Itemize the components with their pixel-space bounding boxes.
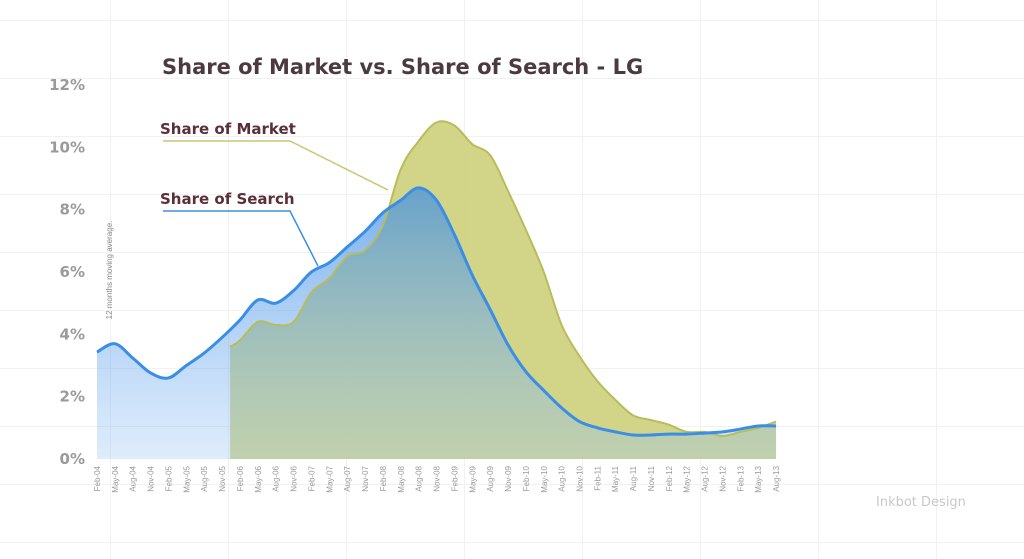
market-leader-line bbox=[163, 140, 389, 191]
x-tick-label: May-09 bbox=[468, 465, 477, 492]
chart-title: Share of Market vs. Share of Search - LG bbox=[162, 55, 643, 79]
x-tick-label: May-11 bbox=[611, 465, 620, 492]
x-tick-label: Aug-11 bbox=[629, 465, 638, 491]
x-tick-label: Aug-09 bbox=[486, 465, 495, 491]
legend-share-of-search: Share of Search bbox=[160, 190, 295, 208]
y-axis-label: 12 months moving average. bbox=[105, 221, 114, 320]
x-tick-label: May-10 bbox=[540, 465, 549, 492]
y-tick-label: 0% bbox=[60, 450, 85, 468]
share-of-market-line bbox=[229, 120, 777, 437]
x-tick-label: Feb-11 bbox=[593, 465, 602, 490]
x-tick-label: Aug-05 bbox=[200, 465, 209, 491]
x-tick-label: Aug-04 bbox=[129, 465, 138, 491]
x-tick-label: Nov-08 bbox=[433, 465, 442, 491]
x-tick-label: Feb-08 bbox=[379, 465, 388, 491]
x-tick-label: Feb-09 bbox=[450, 465, 459, 491]
x-tick-label: Feb-05 bbox=[164, 465, 173, 491]
y-tick-label: 8% bbox=[60, 201, 85, 219]
y-tick-label: 6% bbox=[60, 263, 85, 281]
x-tick-label: Nov-10 bbox=[575, 465, 584, 491]
x-tick-label: May-05 bbox=[182, 465, 191, 492]
share-of-search-area bbox=[97, 187, 777, 460]
x-tick-label: Aug-12 bbox=[701, 465, 710, 491]
x-tick-label: Aug-13 bbox=[772, 465, 781, 491]
x-tick-label: Nov-06 bbox=[290, 465, 299, 491]
x-tick-label: Aug-07 bbox=[343, 465, 352, 491]
y-tick-label: 4% bbox=[60, 325, 85, 343]
y-tick-label: 10% bbox=[49, 138, 85, 156]
x-tick-label: Aug-08 bbox=[415, 465, 424, 491]
x-tick-label: Nov-05 bbox=[218, 465, 227, 491]
x-tick-label: Feb-06 bbox=[236, 465, 245, 491]
watermark: Inkbot Design bbox=[876, 495, 966, 510]
x-tick-label: Nov-04 bbox=[147, 465, 156, 491]
x-tick-label: Aug-10 bbox=[558, 465, 567, 491]
x-tick-label: Nov-12 bbox=[718, 465, 727, 491]
y-tick-label: 2% bbox=[60, 388, 85, 406]
x-tick-label: Nov-11 bbox=[647, 465, 656, 491]
x-tick-label: May-13 bbox=[754, 465, 763, 492]
x-tick-label: Feb-13 bbox=[736, 465, 745, 491]
x-tick-label: May-04 bbox=[111, 465, 120, 492]
legend-share-of-market: Share of Market bbox=[160, 120, 296, 138]
x-tick-label: Feb-04 bbox=[93, 465, 102, 491]
search-leader-line bbox=[163, 210, 319, 267]
x-tick-label: Aug-06 bbox=[272, 465, 281, 491]
y-tick-label: 12% bbox=[49, 76, 85, 94]
x-tick-label: May-08 bbox=[397, 465, 406, 492]
x-tick-label: Nov-07 bbox=[361, 465, 370, 491]
x-tick-label: Feb-07 bbox=[307, 465, 316, 491]
x-tick-label: Feb-10 bbox=[522, 465, 531, 491]
x-tick-label: May-06 bbox=[254, 465, 263, 492]
x-tick-label: Nov-09 bbox=[504, 465, 513, 491]
x-tick-label: May-12 bbox=[683, 465, 692, 492]
share-of-search-line bbox=[96, 186, 777, 437]
x-tick-label: May-07 bbox=[325, 465, 334, 492]
x-tick-label: Feb-12 bbox=[665, 465, 674, 491]
